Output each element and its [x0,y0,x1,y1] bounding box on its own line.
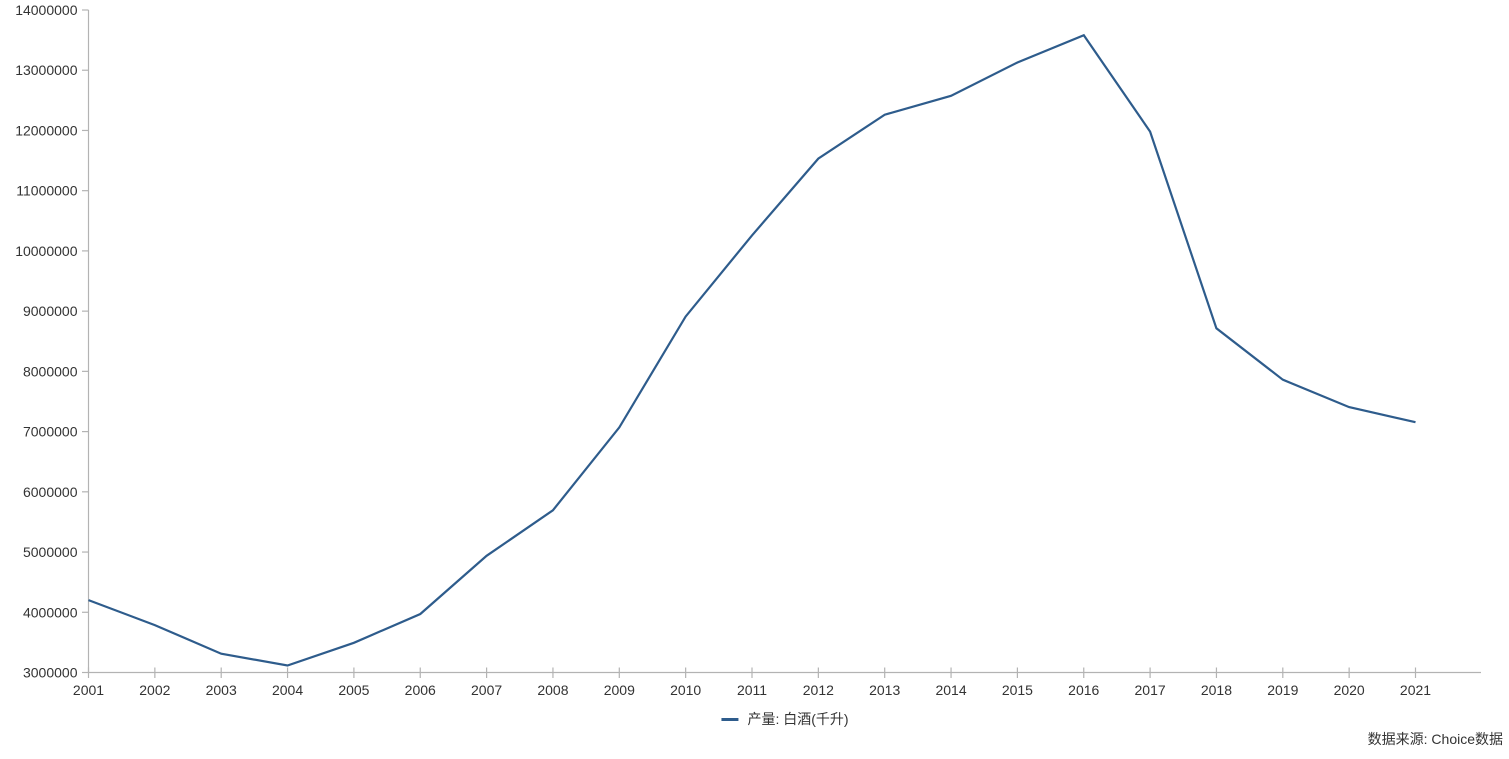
x-axis-tick-label: 2020 [1334,682,1365,698]
x-axis-tick-label: 2021 [1400,682,1431,698]
x-axis-tick-label: 2001 [73,682,104,698]
y-axis-tick-label: 14000000 [15,2,78,18]
y-axis-tick-label: 10000000 [15,243,78,259]
y-axis-tick-label: 9000000 [23,303,78,319]
x-axis-tick-label: 2009 [604,682,635,698]
y-axis-tick-label: 11000000 [16,183,77,199]
x-axis-tick-label: 2008 [537,682,568,698]
x-axis-tick-label: 2006 [405,682,436,698]
x-axis-tick-label: 2019 [1267,682,1298,698]
y-axis-tick-label: 5000000 [23,544,78,560]
y-axis-tick-label: 4000000 [23,604,78,620]
x-axis-tick-label: 2002 [139,682,170,698]
data-source-label: 数据来源: Choice数据 [1367,731,1503,747]
y-axis-tick-label: 7000000 [23,424,78,440]
x-axis-tick-label: 2013 [869,682,900,698]
y-axis-tick-label: 12000000 [15,122,78,138]
y-axis-tick-label: 3000000 [23,665,78,681]
x-axis-tick-label: 2016 [1068,682,1099,698]
x-axis-tick-label: 2015 [1002,682,1033,698]
y-axis-tick-label: 13000000 [15,62,78,78]
y-axis-tick-label: 8000000 [23,363,78,379]
x-axis-tick-label: 2010 [670,682,701,698]
x-axis-tick-label: 2004 [272,682,303,698]
x-axis-tick-label: 2003 [206,682,237,698]
x-axis-tick-label: 2007 [471,682,502,698]
x-axis-tick-label: 2018 [1201,682,1232,698]
y-axis-tick-label: 6000000 [23,484,78,500]
x-axis-tick-label: 2005 [338,682,369,698]
x-axis-tick-label: 2017 [1135,682,1166,698]
series-line-baijiu-production [88,33,1416,667]
x-axis-tick-label: 2014 [935,682,966,698]
legend-series-label: 产量: 白酒(千升) [747,711,849,727]
legend-line-marker [721,718,739,721]
legend[interactable]: 产量: 白酒(千升) [721,711,849,728]
x-axis-tick-label: 2012 [803,682,834,698]
x-axis-tick-label: 2011 [737,682,767,698]
